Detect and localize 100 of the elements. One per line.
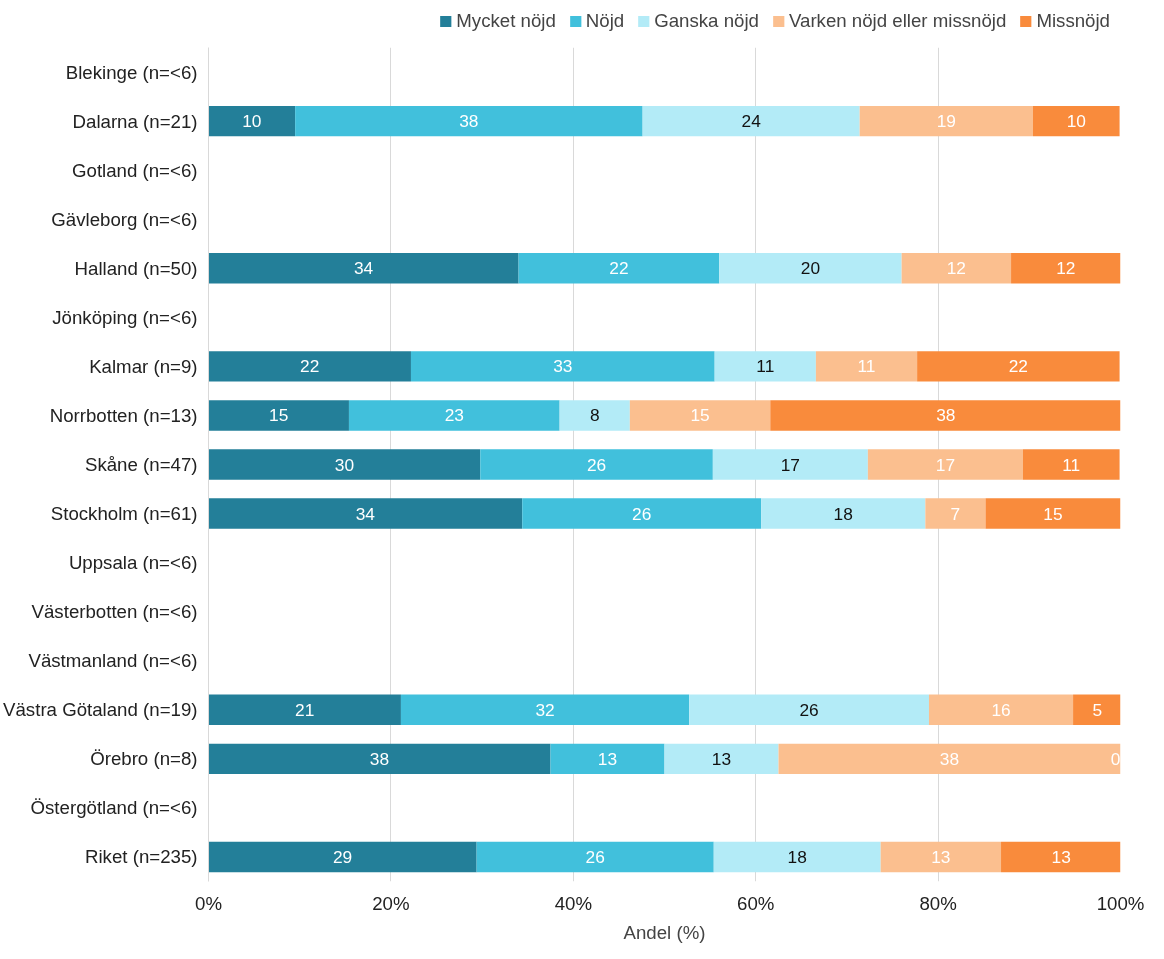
data-label: 30 <box>334 454 355 475</box>
data-label: 22 <box>609 258 629 279</box>
data-label: 17 <box>780 454 800 475</box>
data-label: 13 <box>1051 846 1071 867</box>
data-label: 5 <box>1092 699 1103 720</box>
data-label: 7 <box>950 503 961 524</box>
bar <box>476 841 714 873</box>
bar <box>642 105 860 137</box>
bar <box>1022 449 1120 480</box>
legend-label: Varken nöjd eller missnöjd <box>788 10 1007 32</box>
legend-label: Mycket nöjd <box>456 10 556 32</box>
data-label: 22 <box>1008 356 1028 377</box>
data-label: 33 <box>553 356 573 377</box>
y-tick-label: Riket (n=235) <box>84 846 198 868</box>
y-tick-label: Gotland (n=<6) <box>72 159 198 181</box>
bar <box>917 351 1120 382</box>
bar <box>559 400 630 431</box>
data-label: 38 <box>939 748 960 769</box>
y-tick-label: Örebro (n=8) <box>90 748 198 770</box>
data-label: 26 <box>585 846 605 867</box>
x-tick-label: 100% <box>1096 892 1145 914</box>
data-label: 26 <box>586 454 607 475</box>
x-tick-label: 60% <box>737 892 775 914</box>
data-label: 18 <box>787 846 807 867</box>
data-label: 13 <box>931 846 951 867</box>
bar <box>629 400 771 431</box>
y-tick-label: Halland (n=50) <box>74 257 198 279</box>
data-label: 26 <box>799 699 819 720</box>
legend-label: Missnöjd <box>1036 10 1110 32</box>
bar <box>815 351 918 382</box>
data-label: 32 <box>535 699 555 720</box>
bar <box>208 105 296 137</box>
data-label: 26 <box>632 503 652 524</box>
data-label: 15 <box>1043 503 1063 524</box>
data-label: 29 <box>332 846 353 867</box>
x-tick-label: 80% <box>919 892 957 914</box>
data-label: 38 <box>459 111 479 132</box>
y-tick-label: Västerbotten (n=<6) <box>31 601 198 623</box>
data-label: 11 <box>857 356 876 377</box>
bar <box>859 105 1033 137</box>
data-label: 24 <box>741 111 762 132</box>
bar <box>208 400 349 431</box>
data-label: 11 <box>1062 454 1081 475</box>
y-tick-label: Gävleborg (n=<6) <box>51 208 198 230</box>
bar <box>778 743 1121 775</box>
y-tick-label: Västra Götaland (n=19) <box>3 699 198 721</box>
x-tick-label: 0% <box>195 892 222 914</box>
bar <box>1073 694 1121 725</box>
bar <box>480 449 713 480</box>
data-label: 38 <box>936 405 956 426</box>
y-tick-label: Stockholm (n=61) <box>50 503 198 525</box>
legend-label: Ganska nöjd <box>654 10 759 32</box>
bar <box>689 694 929 725</box>
y-tick-label: Västmanland (n=<6) <box>28 650 198 672</box>
data-label: 22 <box>300 356 320 377</box>
bar <box>208 743 551 775</box>
bar <box>770 400 1121 431</box>
data-label: 21 <box>295 699 315 720</box>
bar <box>410 351 715 382</box>
data-label: 16 <box>991 699 1011 720</box>
data-label: 15 <box>269 405 289 426</box>
bar <box>714 351 816 382</box>
data-label: 18 <box>833 503 853 524</box>
bar <box>761 498 926 529</box>
data-label: 23 <box>444 405 464 426</box>
bar <box>713 841 881 873</box>
bar <box>712 449 868 480</box>
data-label: 10 <box>1066 111 1086 132</box>
bar <box>1001 841 1121 873</box>
bar <box>208 694 401 725</box>
bar <box>208 498 523 529</box>
data-label: 13 <box>597 748 618 769</box>
bar <box>522 498 762 529</box>
x-tick-label: 20% <box>372 892 410 914</box>
data-label: 34 <box>355 503 376 524</box>
y-tick-label: Skåne (n=47) <box>84 454 198 475</box>
data-label: 12 <box>946 258 966 279</box>
data-label: 19 <box>936 111 956 132</box>
y-tick-label: Blekinge (n=<6) <box>65 61 198 83</box>
bar <box>901 253 1012 284</box>
legend-label: Nöjd <box>585 10 625 32</box>
data-label: 34 <box>353 258 374 279</box>
data-label: 38 <box>369 748 390 769</box>
bar <box>208 841 477 873</box>
data-label: 8 <box>589 405 600 426</box>
y-tick-label: Östergötland (n=<6) <box>30 797 198 819</box>
bar <box>719 253 902 284</box>
y-tick-label: Norrbotten (n=13) <box>49 404 198 426</box>
bar <box>880 841 1002 873</box>
bar <box>208 351 411 382</box>
bar <box>400 694 690 725</box>
bar <box>867 449 1023 480</box>
data-label: 17 <box>935 454 956 475</box>
bar <box>1011 253 1121 284</box>
bar <box>664 743 779 775</box>
data-label: 13 <box>711 748 732 769</box>
bar <box>550 743 665 775</box>
bar <box>295 105 643 137</box>
x-axis-title: Andel (%) <box>623 921 706 943</box>
bar <box>928 694 1074 725</box>
